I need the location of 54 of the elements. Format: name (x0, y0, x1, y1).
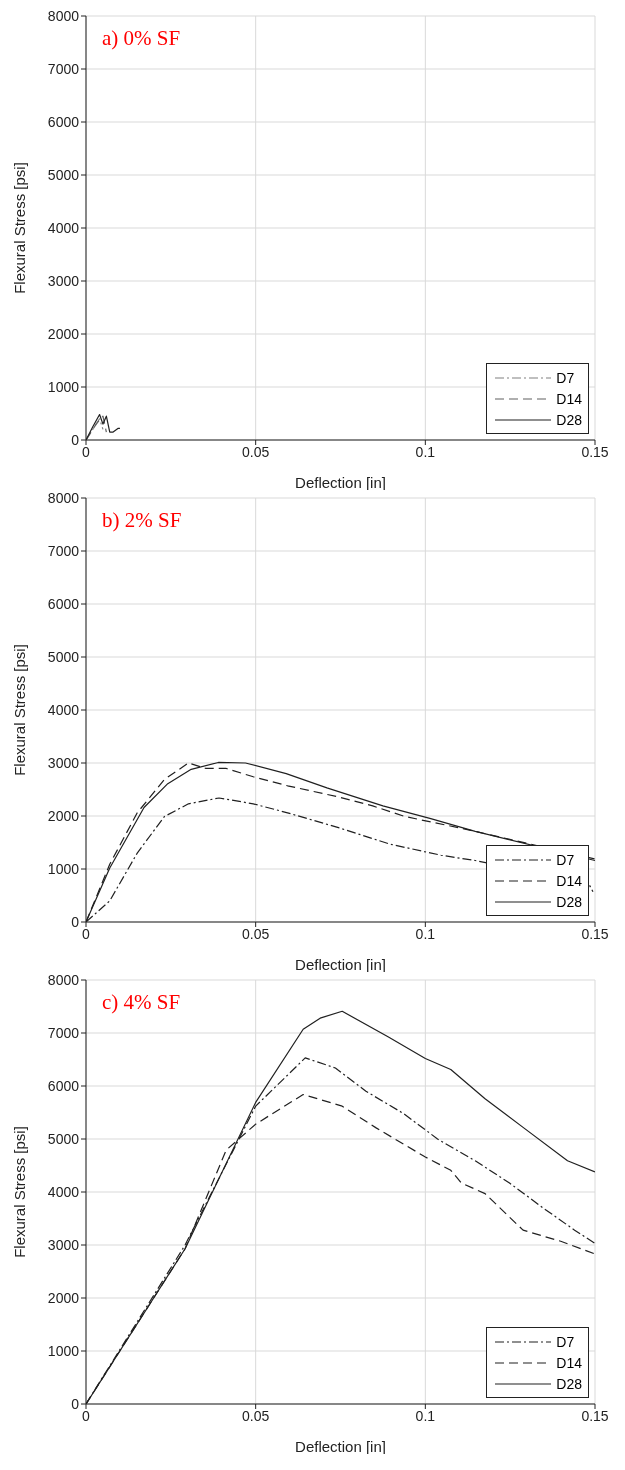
y-tick-label: 7000 (47, 542, 80, 559)
x-tick-label: 0.15 (581, 443, 609, 460)
legend-label: D7 (556, 369, 575, 386)
y-axis-title: Flexural Stress [psi] (11, 1126, 29, 1258)
x-tick-label: 0.15 (581, 925, 609, 942)
y-tick-label: 3000 (47, 272, 80, 289)
legend-label: D14 (556, 390, 582, 407)
y-tick-label: 1000 (47, 378, 80, 395)
y-tick-label: 5000 (47, 648, 80, 665)
y-tick-label: 0 (71, 431, 80, 448)
x-tick-label: 0 (82, 925, 91, 942)
y-tick-label: 2000 (47, 325, 80, 342)
y-tick-label: 1000 (47, 860, 80, 877)
legend-label: D28 (556, 893, 582, 910)
x-tick-label: 0 (82, 443, 91, 460)
y-tick-label: 6000 (47, 595, 80, 612)
x-tick-label: 0.05 (242, 925, 270, 942)
x-tick-label: 0.1 (415, 443, 436, 460)
x-tick-label: 0 (82, 1407, 91, 1424)
y-tick-label: 6000 (47, 113, 80, 130)
y-tick-label: 3000 (47, 1236, 80, 1253)
y-tick-label: 4000 (47, 701, 80, 718)
legend-label: D7 (556, 1333, 575, 1350)
text: b) 2% SF (102, 508, 182, 533)
y-tick-label: 8000 (47, 971, 80, 988)
legend-label: D14 (556, 872, 582, 889)
y-tick-label: 8000 (47, 489, 80, 506)
legend-label: D14 (556, 1354, 582, 1371)
x-tick-label: 0.1 (415, 1407, 436, 1424)
y-tick-label: 8000 (47, 7, 80, 24)
legend-label: D28 (556, 411, 582, 428)
x-tick-label: 0.1 (415, 925, 436, 942)
y-tick-label: 1000 (47, 1342, 80, 1359)
y-tick-label: 4000 (47, 1183, 80, 1200)
y-tick-label: 4000 (47, 219, 80, 236)
legend-label: D7 (556, 851, 575, 868)
y-tick-label: 6000 (47, 1077, 80, 1094)
y-axis-title: Flexural Stress [psi] (11, 162, 29, 294)
x-tick-label: 0.15 (581, 1407, 609, 1424)
x-tick-label: 0.05 (242, 443, 270, 460)
legend-label: D28 (556, 1375, 582, 1392)
y-axis-title: Flexural Stress [psi] (11, 644, 29, 776)
y-tick-label: 0 (71, 1395, 80, 1412)
y-tick-label: 3000 (47, 754, 80, 771)
text: a) 0% SF (102, 26, 181, 51)
y-tick-label: 5000 (47, 1130, 80, 1147)
y-tick-label: 5000 (47, 166, 80, 183)
y-tick-label: 2000 (47, 1289, 80, 1306)
x-tick-label: 0.05 (242, 1407, 270, 1424)
y-tick-label: 0 (71, 913, 80, 930)
y-tick-label: 2000 (47, 807, 80, 824)
y-tick-label: 7000 (47, 60, 80, 77)
y-tick-label: 7000 (47, 1024, 80, 1041)
text: c) 4% SF (102, 990, 181, 1015)
